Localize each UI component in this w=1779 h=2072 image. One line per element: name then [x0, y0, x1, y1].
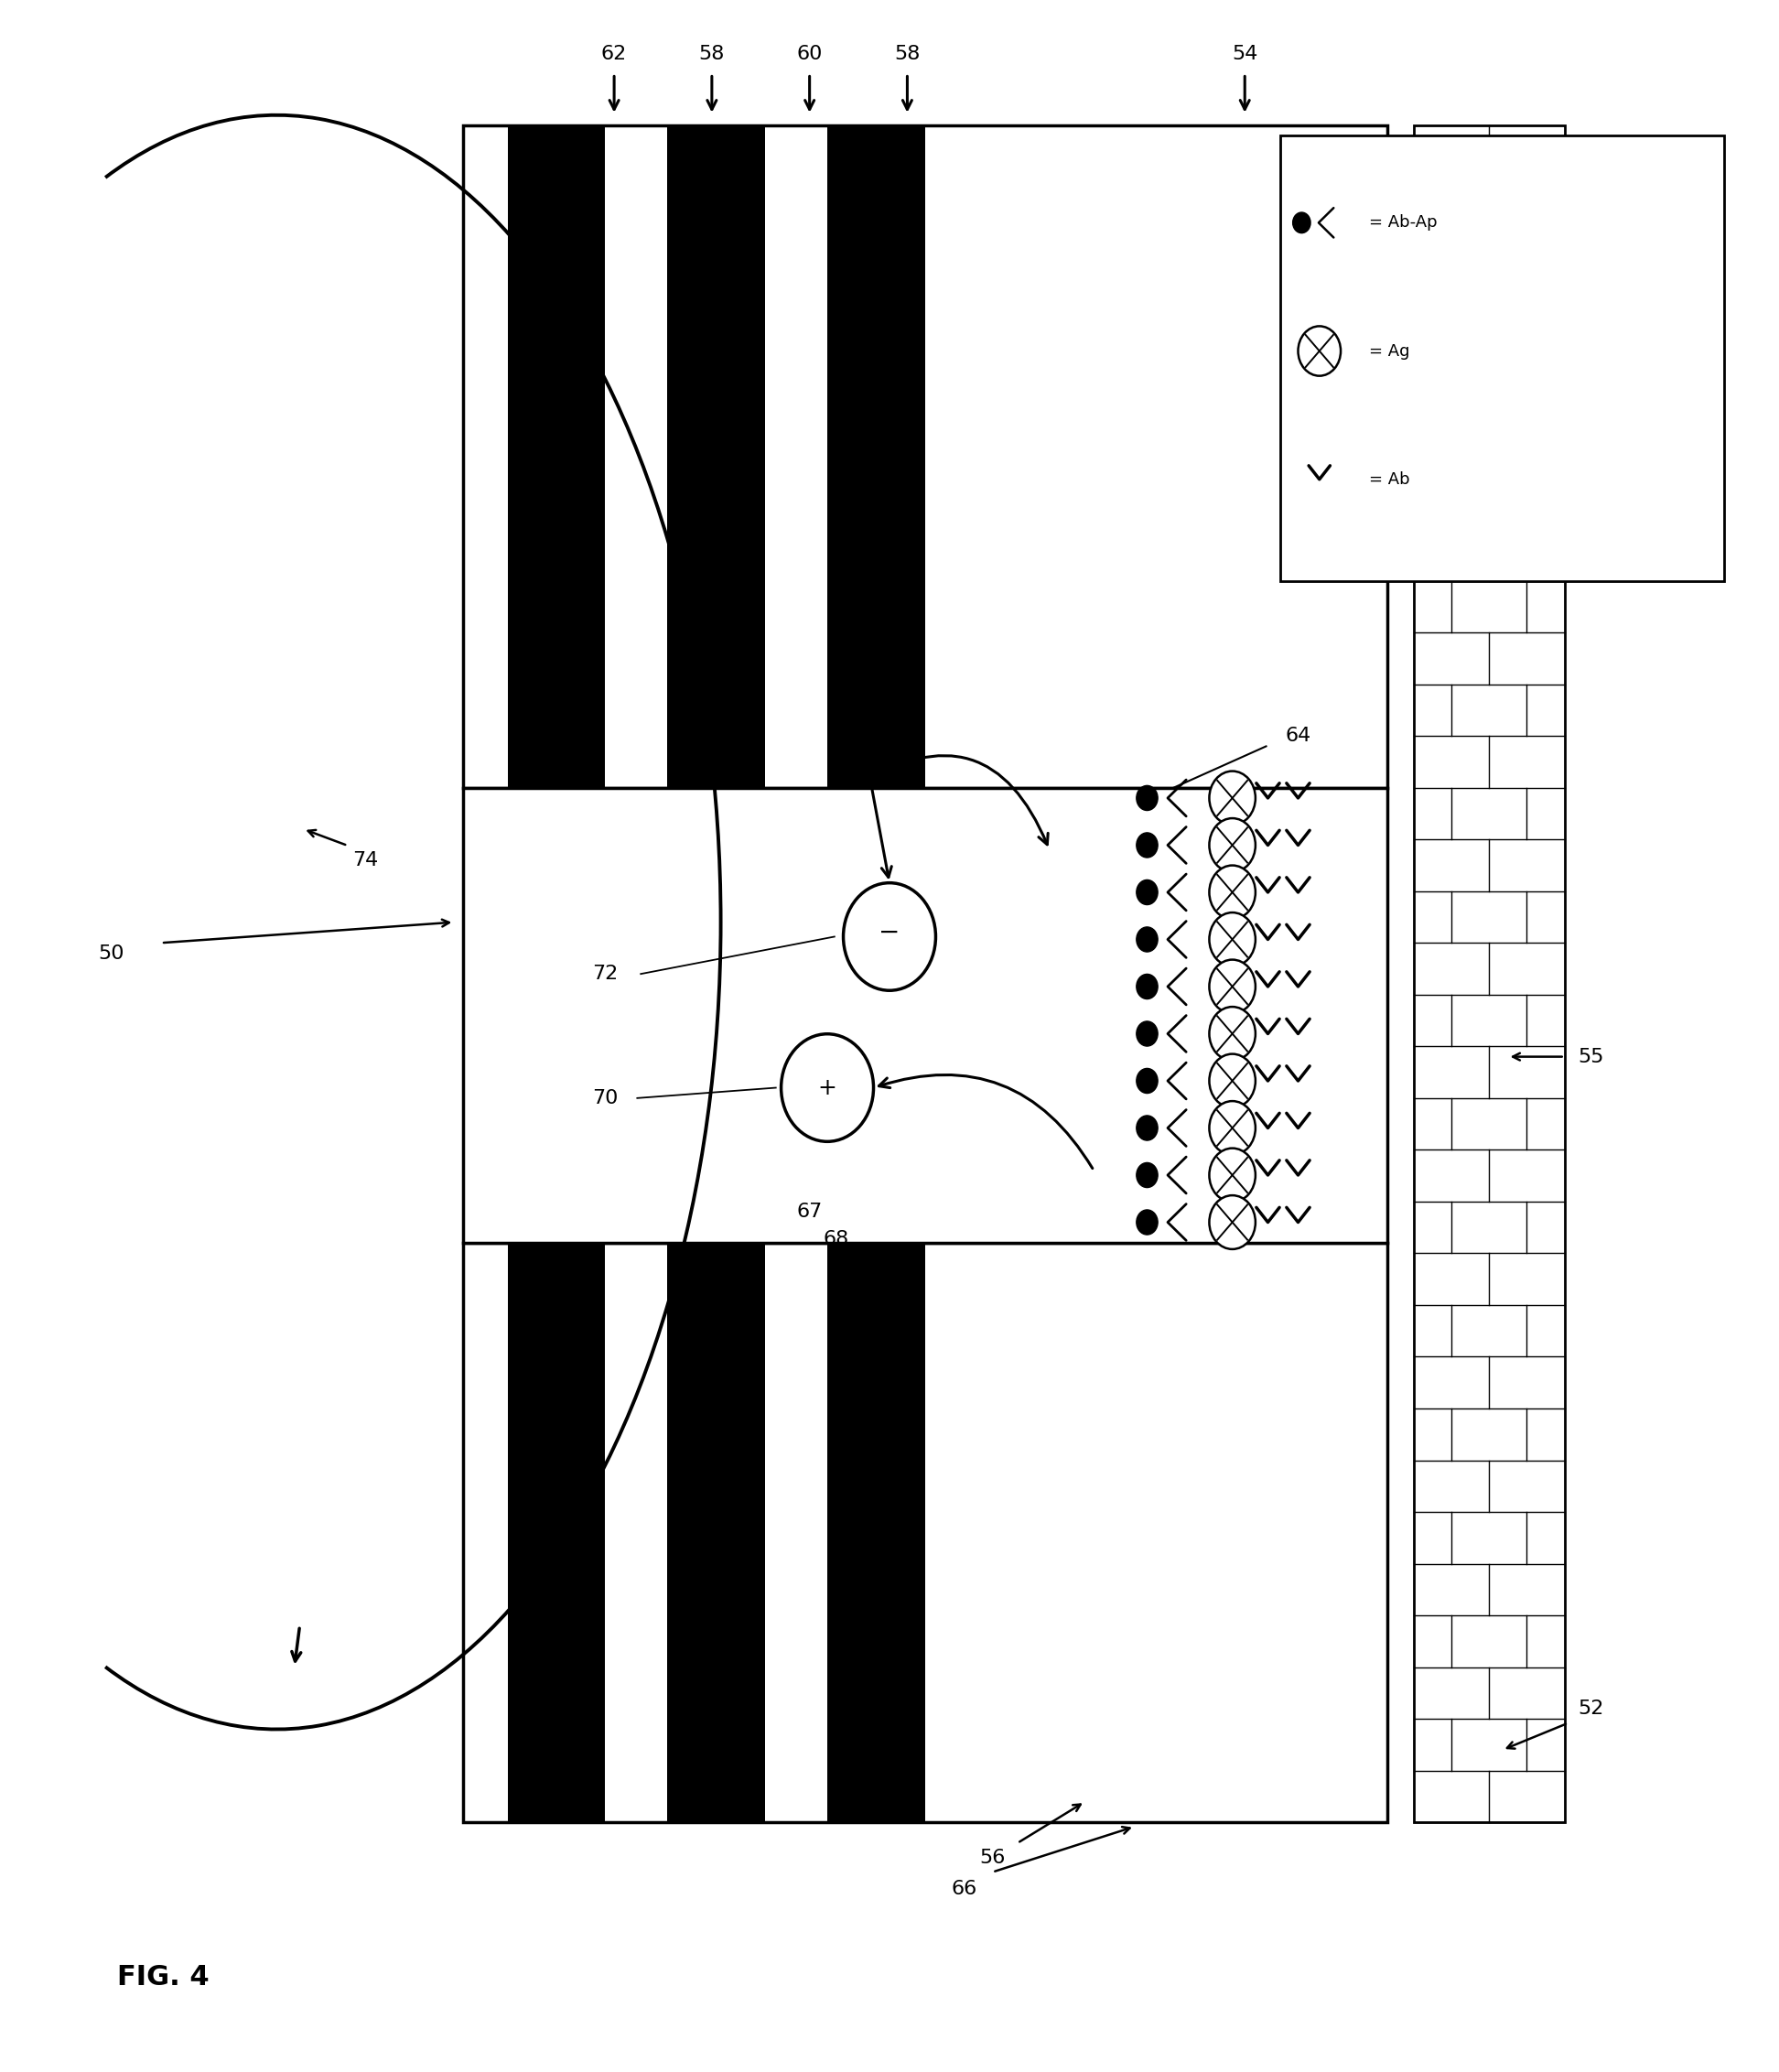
Circle shape [1210, 1055, 1256, 1109]
Bar [1414, 126, 1564, 1823]
Text: −: − [879, 920, 900, 945]
Text: 56: 56 [980, 1848, 1005, 1867]
Circle shape [1137, 1069, 1158, 1094]
Circle shape [1137, 1162, 1158, 1187]
Circle shape [1210, 959, 1256, 1013]
Text: 50: 50 [98, 945, 125, 961]
Bar [463, 1243, 1388, 1823]
Text: 70: 70 [592, 1090, 619, 1106]
Bar [463, 787, 1388, 1243]
Text: 62: 62 [601, 46, 626, 64]
Circle shape [1210, 771, 1256, 825]
Circle shape [1293, 211, 1311, 232]
Bar [507, 126, 605, 787]
Bar [827, 126, 925, 787]
Text: 60: 60 [797, 46, 822, 64]
Circle shape [1137, 785, 1158, 810]
Text: = Ab-Ap: = Ab-Ap [1370, 215, 1437, 230]
Bar [507, 1243, 605, 1823]
Circle shape [1137, 881, 1158, 905]
Circle shape [1137, 974, 1158, 999]
Text: 74: 74 [352, 852, 379, 870]
Text: = Ab: = Ab [1370, 470, 1411, 487]
Text: 52: 52 [1578, 1699, 1605, 1718]
Circle shape [1137, 833, 1158, 858]
Text: 54: 54 [1231, 46, 1258, 64]
Circle shape [1299, 325, 1341, 375]
Circle shape [1137, 926, 1158, 951]
Text: 58: 58 [895, 46, 920, 64]
Bar [667, 126, 765, 787]
Circle shape [843, 883, 936, 990]
Text: FIG. 4: FIG. 4 [117, 1964, 208, 1991]
Text: 55: 55 [1578, 1048, 1605, 1065]
Circle shape [1137, 1115, 1158, 1140]
Bar [463, 126, 1388, 787]
Text: 67: 67 [797, 1202, 822, 1220]
Text: 68: 68 [824, 1229, 849, 1247]
Text: 72: 72 [592, 966, 617, 982]
Bar [667, 1243, 765, 1823]
Text: = Ag: = Ag [1370, 342, 1411, 358]
Text: +: + [818, 1077, 836, 1098]
Circle shape [1210, 1196, 1256, 1249]
Bar [1281, 137, 1724, 580]
Circle shape [781, 1034, 873, 1142]
Text: 64: 64 [1284, 727, 1311, 746]
Circle shape [1210, 912, 1256, 966]
Circle shape [1137, 1021, 1158, 1046]
Text: 58: 58 [699, 46, 724, 64]
Circle shape [1210, 1100, 1256, 1154]
Circle shape [1210, 1148, 1256, 1202]
Circle shape [1210, 866, 1256, 920]
Bar [827, 1243, 925, 1823]
Circle shape [1137, 1210, 1158, 1235]
Text: 66: 66 [952, 1879, 977, 1898]
Circle shape [1210, 1007, 1256, 1061]
Circle shape [1210, 818, 1256, 872]
